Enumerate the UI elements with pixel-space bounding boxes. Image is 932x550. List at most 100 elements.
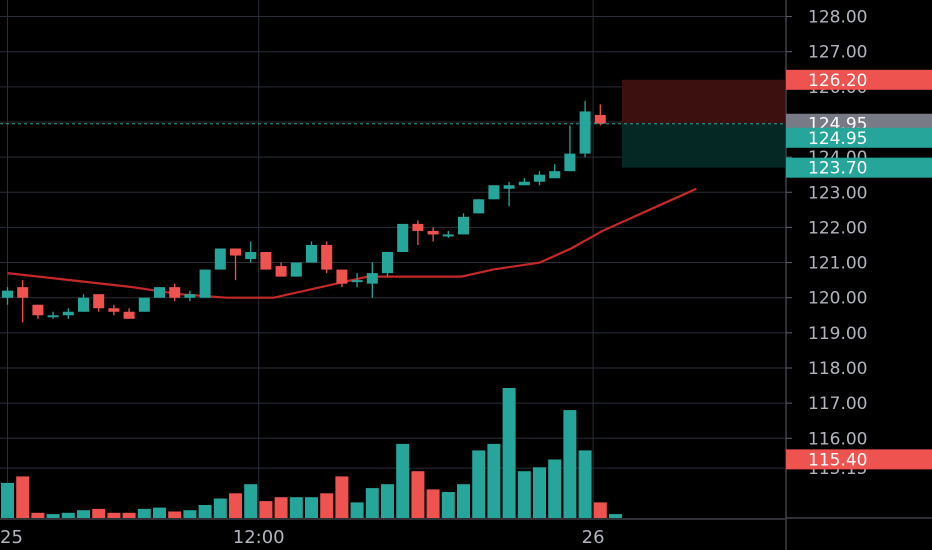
volume-bar-13 — [198, 505, 212, 518]
volume-bar-33 — [502, 388, 516, 518]
volume-bar-25 — [381, 484, 394, 518]
volume-bar-18 — [274, 497, 288, 518]
price-tag-bg-0 — [786, 69, 932, 90]
candle-19 — [290, 262, 302, 277]
volume-bar-16 — [244, 484, 258, 518]
price-tick-label-6: 122.00 — [808, 218, 867, 238]
candle-33 — [503, 181, 515, 207]
candle-26 — [397, 223, 409, 253]
candle-35 — [534, 171, 545, 186]
volume-bar-39 — [593, 502, 607, 518]
volume-bar-28 — [426, 489, 440, 518]
volume-bars — [1, 388, 622, 518]
volume-bar-6 — [92, 508, 106, 518]
candle-body-22 — [336, 269, 348, 284]
candle-body-15 — [230, 248, 241, 256]
candle-39 — [594, 104, 606, 126]
candle-body-29 — [442, 234, 454, 237]
candle-17 — [260, 252, 272, 270]
candle-body-10 — [154, 287, 165, 298]
volume-bar-19 — [289, 497, 303, 518]
volume-bar-17 — [259, 501, 273, 518]
candle-body-28 — [427, 230, 439, 235]
candle-28 — [427, 227, 439, 242]
candle-2 — [32, 304, 44, 319]
volume-bar-24 — [365, 488, 379, 518]
volume-bar-27 — [411, 471, 425, 518]
candle-body-12 — [184, 294, 196, 298]
price-tick-label-10: 118.00 — [808, 359, 867, 379]
price-tick-label-1: 127.00 — [808, 43, 867, 63]
volume-bar-21 — [320, 493, 334, 518]
volume-bar-14 — [213, 498, 227, 518]
candle-10 — [154, 287, 165, 298]
stop-loss-zone[interactable] — [622, 79, 785, 124]
grid — [0, 0, 785, 518]
volume-bar-8 — [122, 512, 136, 518]
candle-body-25 — [382, 252, 393, 274]
candle-7 — [108, 304, 120, 316]
volume-bar-35 — [533, 467, 546, 518]
candle-body-5 — [78, 297, 89, 312]
volume-bar-23 — [350, 502, 364, 518]
candle-18 — [275, 262, 287, 277]
time-axis[interactable]: 25 12:00 26 — [0, 518, 785, 548]
price-tag-bg-3 — [786, 157, 932, 178]
volume-bar-31 — [472, 450, 486, 518]
candle-13 — [199, 269, 211, 298]
take-profit-zone[interactable] — [622, 123, 785, 168]
price-tick-label-0: 128.00 — [808, 8, 867, 28]
price-tag-label-4: 115.40 — [808, 450, 867, 470]
volume-bar-7 — [107, 512, 121, 518]
candle-body-37 — [564, 153, 576, 172]
candle-body-23 — [351, 280, 363, 283]
candle-4 — [62, 308, 74, 319]
price-tick-label-11: 117.00 — [808, 394, 867, 414]
candle-body-13 — [199, 269, 211, 298]
candle-0 — [2, 287, 13, 305]
volume-bar-9 — [137, 508, 151, 518]
candle-body-0 — [2, 290, 13, 298]
candle-body-21 — [321, 244, 333, 270]
volume-bar-36 — [548, 459, 562, 518]
price-tag-2: 124.95 — [786, 127, 932, 149]
volume-bar-30 — [457, 484, 470, 518]
candle-16 — [245, 241, 257, 263]
price-tick-label-9: 119.00 — [808, 324, 867, 344]
candle-3 — [47, 311, 59, 319]
candle-21 — [321, 241, 333, 274]
candle-body-11 — [169, 287, 181, 298]
volume-bar-26 — [396, 443, 410, 518]
candle-body-27 — [412, 223, 424, 231]
candle-15 — [230, 248, 241, 281]
volume-bar-22 — [335, 476, 349, 518]
candle-body-18 — [275, 266, 287, 277]
candle-9 — [138, 297, 150, 312]
volume-bar-11 — [168, 511, 182, 518]
candle-38 — [579, 100, 591, 158]
candle-body-17 — [260, 252, 272, 270]
candle-29 — [442, 230, 454, 238]
price-tick-label-5: 123.00 — [808, 183, 867, 203]
candle-body-36 — [549, 171, 561, 179]
candle-1 — [17, 280, 29, 323]
candle-body-16 — [245, 252, 257, 260]
candle-body-35 — [534, 174, 545, 182]
candle-30 — [458, 213, 469, 235]
candle-body-34 — [518, 181, 530, 186]
position-zones[interactable] — [622, 79, 785, 168]
price-tag-label-0: 126.20 — [808, 71, 867, 91]
candle-body-38 — [579, 111, 591, 154]
candle-14 — [214, 248, 226, 270]
candle-body-1 — [17, 287, 29, 298]
candle-body-31 — [473, 199, 485, 214]
candle-body-39 — [594, 114, 606, 124]
candle-body-7 — [108, 308, 120, 312]
candle-body-19 — [290, 262, 302, 277]
candle-11 — [169, 283, 181, 302]
candle-22 — [336, 269, 348, 288]
candle-24 — [366, 262, 378, 298]
volume-bar-38 — [578, 450, 592, 518]
volume-bar-20 — [305, 497, 318, 518]
